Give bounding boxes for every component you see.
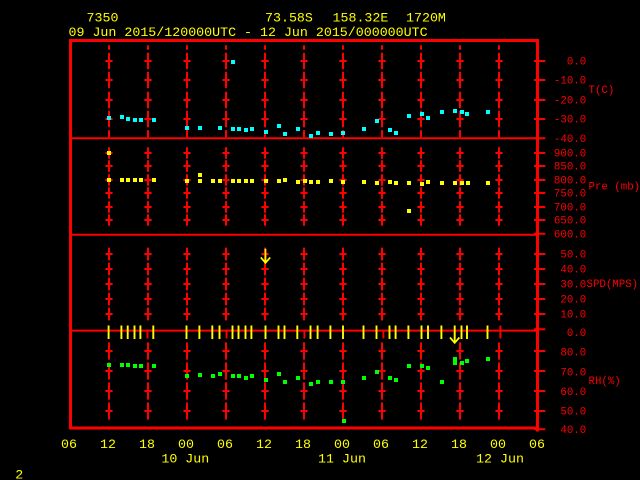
svg-text:800.0: 800.0 (554, 176, 586, 188)
svg-text:00: 00 (334, 437, 350, 452)
svg-text:00: 00 (490, 437, 506, 452)
svg-text:18: 18 (451, 437, 467, 452)
svg-text:20.0: 20.0 (560, 295, 586, 307)
svg-text:06: 06 (61, 437, 77, 452)
svg-text:-40.0: -40.0 (554, 134, 586, 146)
svg-text:40.0: 40.0 (560, 425, 586, 437)
svg-text:700.0: 700.0 (554, 203, 586, 215)
svg-text:12 Jun: 12 Jun (476, 451, 524, 466)
svg-text:10 Jun: 10 Jun (161, 451, 209, 466)
svg-text:60.0: 60.0 (560, 387, 586, 399)
svg-text:0.0: 0.0 (567, 57, 586, 69)
svg-text:900.0: 900.0 (554, 149, 586, 161)
svg-text:30.0: 30.0 (560, 280, 586, 292)
svg-text:12: 12 (100, 437, 116, 452)
svg-text:RH(%): RH(%) (589, 376, 621, 388)
svg-text:158.32E: 158.32E (333, 10, 389, 25)
svg-text:SPD(MPS): SPD(MPS) (587, 279, 639, 291)
svg-text:18: 18 (139, 437, 155, 452)
svg-text:Pre (mb): Pre (mb) (589, 182, 640, 194)
svg-text:1720M: 1720M (406, 10, 446, 25)
svg-text:7350: 7350 (87, 10, 119, 25)
svg-text:50.0: 50.0 (560, 250, 586, 262)
svg-text:750.0: 750.0 (554, 189, 586, 201)
svg-text:09 Jun 2015/120000UTC - 12 Jun: 09 Jun 2015/120000UTC - 12 Jun 2015/0000… (69, 25, 428, 40)
svg-text:00: 00 (178, 437, 194, 452)
svg-text:80.0: 80.0 (560, 348, 586, 360)
svg-text:06: 06 (217, 437, 233, 452)
svg-text:650.0: 650.0 (554, 216, 586, 228)
svg-text:T(C): T(C) (589, 85, 615, 97)
svg-text:40.0: 40.0 (560, 265, 586, 277)
svg-text:70.0: 70.0 (560, 367, 586, 379)
svg-text:600.0: 600.0 (554, 230, 586, 242)
svg-text:11 Jun: 11 Jun (318, 451, 366, 466)
svg-text:0.0: 0.0 (567, 328, 586, 340)
svg-text:-30.0: -30.0 (554, 115, 586, 127)
svg-text:12: 12 (256, 437, 272, 452)
svg-text:2: 2 (15, 468, 23, 480)
svg-text:06: 06 (529, 437, 545, 452)
svg-text:12: 12 (412, 437, 428, 452)
svg-text:-20.0: -20.0 (554, 96, 586, 108)
svg-text:850.0: 850.0 (554, 162, 586, 174)
svg-text:18: 18 (295, 437, 311, 452)
svg-text:73.58S: 73.58S (265, 10, 313, 25)
svg-text:-10.0: -10.0 (554, 76, 586, 88)
svg-text:06: 06 (373, 437, 389, 452)
svg-text:50.0: 50.0 (560, 407, 586, 419)
svg-text:10.0: 10.0 (560, 310, 586, 322)
